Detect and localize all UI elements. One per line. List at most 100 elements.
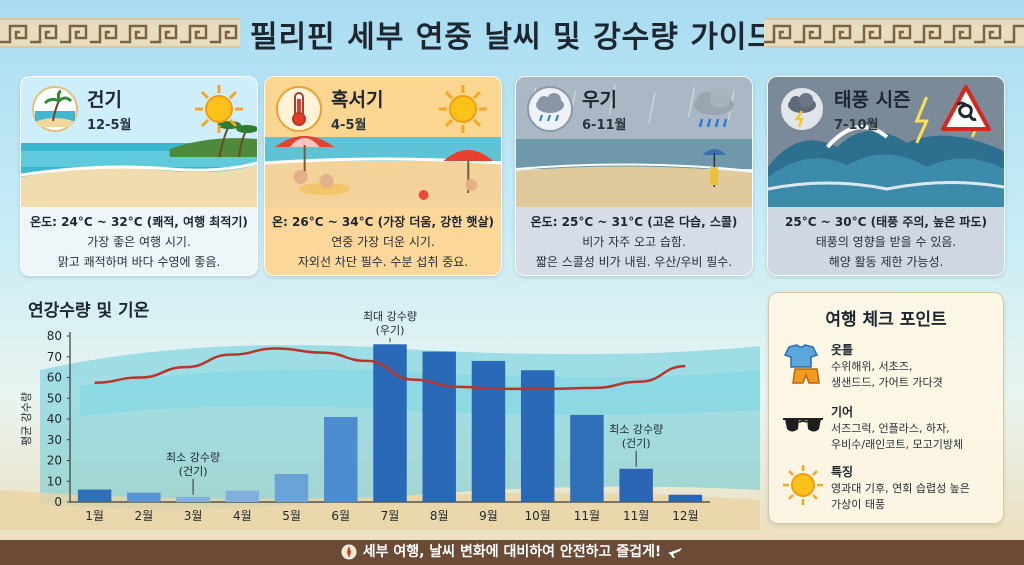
meander-border-left <box>0 18 240 48</box>
x-tick-label: 11월 <box>574 509 600 523</box>
season-desc-1: 태풍의 영향을 받을 수 있음. <box>815 235 957 249</box>
beach-island-icon <box>32 86 78 132</box>
season-name: 태풍 시즌 <box>834 89 911 111</box>
storm-cloud-icon <box>779 86 825 132</box>
season-desc-2: 자외선 차단 필수. 수분 섭취 중요. <box>297 255 469 269</box>
bar-8월 <box>422 351 456 502</box>
y-tick-label: 30 <box>47 433 62 447</box>
season-desc-1: 가장 좋은 여행 시기. <box>87 235 191 249</box>
checklist-item-head: 기어 <box>831 405 854 419</box>
season-months: 12-5월 <box>87 118 132 133</box>
bar-6월 <box>324 416 358 502</box>
checklist-item-gear: 기어 서즈그럭, 언플라스, 하자, 우비수/래인코트, 모고기방체 <box>781 403 997 457</box>
y-tick-label: 0 <box>54 495 62 509</box>
x-tick-label: 9월 <box>479 509 498 523</box>
season-name: 건기 <box>87 89 122 111</box>
y-tick-label: 70 <box>47 350 62 364</box>
season-info: 온도: 25°C ~ 31°C (고온 다습, 스콜) 비가 자주 오고 습함.… <box>516 207 752 275</box>
meander-border-right <box>764 18 1024 48</box>
y-tick-label: 10 <box>47 474 62 488</box>
annotation-label: (건기) <box>179 465 208 478</box>
season-card-dry: 건기 12-5월 온도: 24°C ~ 32°C (쾌적, 여행 최적기) 가장… <box>20 76 258 276</box>
season-temp: 온도: 25°C ~ 31°C (고온 다습, 스콜) <box>530 215 738 229</box>
season-info: 온도: 24°C ~ 32°C (쾌적, 여행 최적기) 가장 좋은 여행 시기… <box>21 207 257 275</box>
season-desc-1: 연중 가장 더운 시기. <box>331 235 435 249</box>
checklist-item-body: 생샌드드, 가어트 가다겻 <box>831 376 943 389</box>
checklist-item-body: 서즈그럭, 언플라스, 하자, <box>831 422 950 435</box>
rainfall-temperature-chart: 0 10 20 30 40 50 60 70 80 평균 강수량 1월 2월 3월 4월 5월 6월 7월 8월… <box>0 310 760 530</box>
season-months: 4-5월 <box>331 118 367 133</box>
x-tick-label: 4월 <box>233 509 252 523</box>
annotation-label: (우기) <box>376 324 405 337</box>
annotation-label: 최대 강수량 <box>363 310 417 323</box>
bar-11월 <box>570 414 604 502</box>
checklist-title: 여행 체크 포인트 <box>825 310 947 330</box>
chart-title: 연강수량 및 기온 <box>28 301 150 321</box>
y-tick-label: 20 <box>47 454 62 468</box>
checklist-item-body: 가상이 태풍 <box>831 498 886 511</box>
temperature-line <box>94 347 686 391</box>
footer-text: 세부 여행, 날씨 변화에 대비하여 안전하고 즐겁게! <box>362 544 662 560</box>
y-tick-label: 50 <box>47 391 62 405</box>
season-card-rainy: 우기 6-11월 온도: 25°C ~ 31°C (고온 다습, 스콜) 비가 … <box>515 76 753 276</box>
compass-icon <box>341 544 357 560</box>
bar-4월 <box>225 490 260 502</box>
season-card-typhoon: 태풍 시즌 7-10월 25°C ~ 30°C (태풍 주의, 높은 파도) 태… <box>767 76 1005 276</box>
bar-1월 <box>77 489 112 502</box>
season-name: 혹서기 <box>331 89 384 111</box>
season-desc-2: 해양 활동 제한 가능성. <box>828 255 944 269</box>
x-tick-label: 5월 <box>282 509 301 523</box>
annotation-label: 최소 강수량 <box>166 451 220 464</box>
y-tick-label: 40 <box>47 412 62 426</box>
annotation-label: (건기) <box>622 437 651 450</box>
sun-icon <box>783 465 823 505</box>
season-desc-2: 맑고 쾌적하며 바다 수영에 좋음. <box>57 255 221 269</box>
checklist-item-head: 특징 <box>831 465 854 479</box>
x-tick-label: 7월 <box>381 509 400 523</box>
y-tick-label: 60 <box>47 371 62 385</box>
page-title: 필리핀 세부 연중 날씨 및 강수량 가이드 <box>249 20 777 55</box>
season-temp: 온: 26°C ~ 34°C (가장 더움, 강한 햇살) <box>272 215 494 229</box>
x-tick-label: 10월 <box>525 509 551 523</box>
bar-5월 <box>274 473 309 502</box>
season-temp: 온도: 24°C ~ 32°C (쾌적, 여행 최적기) <box>30 215 248 229</box>
clothing-icon <box>783 344 820 384</box>
season-info: 온: 26°C ~ 34°C (가장 더움, 강한 햇살) 연중 가장 더운 시… <box>265 207 501 275</box>
checklist-item-body: 영과대 기후, 연회 습렵성 높은 <box>831 482 970 495</box>
bar-11월 <box>619 468 653 502</box>
checklist-item-clothing: 옷틀 수위해위, 서초즈, 생샌드드, 가어트 가다겻 <box>781 341 997 395</box>
rain-cloud-icon <box>527 86 573 132</box>
season-name: 우기 <box>582 89 617 111</box>
season-months: 7-10월 <box>834 118 879 133</box>
bar-9월 <box>471 360 506 502</box>
x-tick-label: 11월 <box>623 509 649 523</box>
sun-icon <box>195 85 243 133</box>
checklist-item-features: 특징 영과대 기후, 연회 습렵성 높은 가상이 태풍 <box>781 463 997 517</box>
rain-cloud-icon <box>694 88 734 128</box>
y-axis-label: 평균 강수량 <box>20 392 33 446</box>
x-tick-label: 2월 <box>135 509 154 523</box>
season-info: 25°C ~ 30°C (태풍 주의, 높은 파도) 태풍의 영향을 받을 수 … <box>768 207 1004 275</box>
x-tick-label: 1월 <box>85 509 104 523</box>
bar-10월 <box>520 370 555 502</box>
season-card-hot: 혹서기 4-5월 온: 26°C ~ 34°C (가장 더움, 강한 햇살) 연… <box>264 76 502 276</box>
checklist-item-head: 옷틀 <box>831 343 854 357</box>
season-desc-1: 비가 자주 오고 습함. <box>582 235 686 249</box>
y-tick-label: 80 <box>47 329 62 343</box>
x-tick-label: 3월 <box>184 509 203 523</box>
footer-banner: 세부 여행, 날씨 변화에 대비하여 안전하고 즐겁게! <box>0 540 1024 565</box>
season-months: 6-11월 <box>582 118 627 133</box>
bar-12월 <box>668 494 703 502</box>
checklist-item-body: 우비수/래인코트, 모고기방체 <box>831 438 964 451</box>
x-tick-label: 12월 <box>672 509 698 523</box>
sun-icon <box>439 85 487 133</box>
annotation-label: 최소 강수량 <box>609 423 663 436</box>
season-temp: 25°C ~ 30°C (태풍 주의, 높은 파도) <box>785 215 987 229</box>
header: 필리핀 세부 연중 날씨 및 강수량 가이드 <box>0 0 1024 76</box>
bar-3월 <box>176 496 210 502</box>
x-tick-label: 6월 <box>331 509 350 523</box>
airplane-icon <box>668 548 683 558</box>
bar-7월 <box>373 344 407 502</box>
season-desc-2: 짧은 스콜성 비가 내림. 우산/우비 필수. <box>535 255 733 269</box>
checklist-item-body: 수위해위, 서초즈, <box>831 360 913 373</box>
